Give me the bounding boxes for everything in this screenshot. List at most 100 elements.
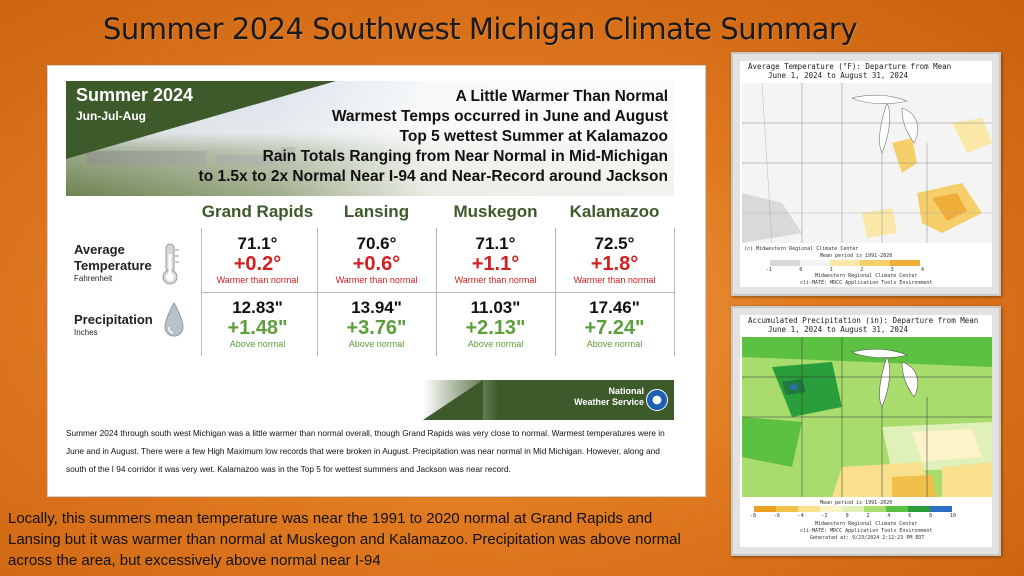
legend-swatch [754, 506, 776, 512]
temperature-note: Warmer than normal [573, 275, 656, 285]
temperature-value: 72.5° [594, 234, 635, 253]
grid-line [674, 228, 675, 356]
temperature-departure: +1.1° [471, 253, 520, 275]
headline: to 1.5x to 2x Normal Near I-94 and Near-… [198, 168, 668, 185]
precip-note: Above normal [467, 339, 524, 349]
summary-paragraph: Summer 2024 through south west Michigan … [66, 428, 665, 474]
column-header-grand-rapids: Grand Rapids [201, 202, 314, 221]
legend-tick: 0 [799, 267, 803, 273]
temperature-map-legend [770, 260, 920, 266]
temperature-cell-grand-rapids: 71.1° +0.2° Warmer than normal [198, 234, 317, 286]
legend-swatch [886, 506, 908, 512]
legend-tick: -2 [821, 513, 828, 519]
temperature-map-title: Average Temperature (°F): Departure from… [748, 62, 951, 80]
precip-note: Above normal [229, 339, 286, 349]
header-banner: Summer 2024 Jun-Jul-Aug A Little Warmer … [66, 81, 674, 196]
legend-swatch [798, 506, 820, 512]
legend-swatch [830, 260, 860, 266]
legend-tick: 2 [866, 513, 870, 519]
thermometer-icon [162, 243, 179, 285]
temperature-cell-lansing: 70.6° +0.6° Warmer than normal [317, 234, 436, 286]
precip-cell-grand-rapids: 12.83" +1.48" Above normal [198, 298, 317, 350]
temperature-note: Warmer than normal [454, 275, 537, 285]
temperature-legend-ticks: -1 0 1 2 3 4 [766, 267, 924, 273]
precip-value: 17.46" [589, 298, 640, 317]
precip-map-graphic [742, 337, 992, 497]
legend-swatch [908, 506, 930, 512]
legend-tick: 1 [829, 267, 833, 273]
temperature-value: 71.1° [475, 234, 516, 253]
legend-swatch [800, 260, 830, 266]
precip-cell-lansing: 13.94" +3.76" Above normal [317, 298, 436, 350]
temperature-map-graphic [742, 83, 992, 243]
climate-infographic: Summer 2024 Jun-Jul-Aug A Little Warmer … [47, 65, 706, 497]
nws-footer-bar: National Weather Service [423, 380, 674, 420]
legend-tick: 2 [860, 267, 864, 273]
season-label: Summer 2024 [76, 85, 194, 105]
precip-map-title: Accumulated Precipitation (in): Departur… [748, 316, 978, 334]
column-header-kalamazoo: Kalamazoo [569, 202, 660, 221]
precip-departure: +1.48" [227, 317, 288, 339]
legend-tick: 6 [908, 513, 912, 519]
grid-line [201, 292, 674, 293]
temperature-map-frame: Average Temperature (°F): Departure from… [731, 52, 1001, 296]
slide-title: Summer 2024 Southwest Michigan Climate S… [102, 12, 858, 46]
precip-value: 12.83" [232, 298, 283, 317]
temperature-map-credit: (c) Midwestern Regional Climate Center [744, 246, 859, 252]
headlines: A Little Warmer Than Normal Warmest Temp… [199, 87, 668, 187]
temperature-departure: +0.2° [233, 253, 282, 275]
temperature-map-footer: Midwestern Regional Climate Center [815, 273, 918, 279]
headline: Top 5 wettest Summer at Kalamazoo [399, 128, 668, 145]
temperature-unit: Fahrenheit [74, 274, 113, 283]
legend-tick: -1 [766, 267, 773, 273]
map-title-line: June 1, 2024 to August 31, 2024 [768, 325, 908, 334]
headline: A Little Warmer Than Normal [455, 88, 668, 105]
nws-line: National [608, 386, 644, 396]
legend-tick: -4 [797, 513, 804, 519]
temperature-row-label: Average Temperature Fahrenheit [74, 242, 152, 284]
legend-tick: -8 [750, 513, 757, 519]
precip-cell-kalamazoo: 17.46" +7.24" Above normal [555, 298, 674, 350]
legend-swatch [890, 260, 920, 266]
legend-swatch [770, 260, 800, 266]
temperature-value: 70.6° [356, 234, 397, 253]
banner-triangle [66, 81, 336, 159]
months-label: Jun-Jul-Aug [76, 109, 146, 123]
temperature-map: Average Temperature (°F): Departure from… [740, 61, 992, 287]
precip-map-footer: Generated at: 9/23/2024 2:12:23 PM EDT [810, 535, 925, 541]
precip-map-footer: cli-MATE: MRCC Application Tools Environ… [800, 528, 933, 534]
legend-tick: 10 [949, 513, 956, 519]
legend-swatch [930, 506, 952, 512]
nws-text: National Weather Service [574, 386, 644, 408]
legend-swatch [776, 506, 798, 512]
precip-value: 11.03" [470, 298, 521, 317]
legend-tick: 4 [887, 513, 891, 519]
legend-tick: 0 [845, 513, 849, 519]
precip-map-legend [754, 506, 952, 512]
precip-departure: +2.13" [465, 317, 526, 339]
headline: Rain Totals Ranging from Near Normal in … [262, 148, 668, 165]
map-title-line: Accumulated Precipitation (in): Departur… [748, 316, 979, 325]
temperature-value: 71.1° [237, 234, 278, 253]
temperature-map-mean-period: Mean period is 1991-2020 [820, 253, 893, 259]
precip-cell-muskegon: 11.03" +2.13" Above normal [436, 298, 555, 350]
raindrop-icon [164, 301, 184, 337]
precip-legend-ticks: -8 -6 -4 -2 0 2 4 6 8 10 [750, 513, 956, 519]
column-header-lansing: Lansing [343, 202, 410, 221]
noaa-logo [646, 389, 668, 411]
legend-tick: -6 [773, 513, 780, 519]
temperature-cell-kalamazoo: 72.5° +1.8° Warmer than normal [555, 234, 674, 286]
legend-tick: 8 [929, 513, 933, 519]
column-header-muskegon: Muskegon [453, 202, 538, 221]
temperature-note: Warmer than normal [216, 275, 299, 285]
precip-map: Accumulated Precipitation (in): Departur… [740, 315, 992, 547]
precip-departure: +3.76" [346, 317, 407, 339]
precip-map-frame: Accumulated Precipitation (in): Departur… [731, 306, 1001, 556]
legend-swatch [864, 506, 886, 512]
legend-swatch [820, 506, 842, 512]
precip-map-footer: Midwestern Regional Climate Center [815, 521, 918, 527]
precip-row-label: Precipitation Inches [74, 312, 153, 338]
precip-map-mean-period: Mean period is 1991-2020 [820, 500, 893, 506]
legend-tick: 4 [920, 267, 924, 273]
precip-note: Above normal [348, 339, 405, 349]
